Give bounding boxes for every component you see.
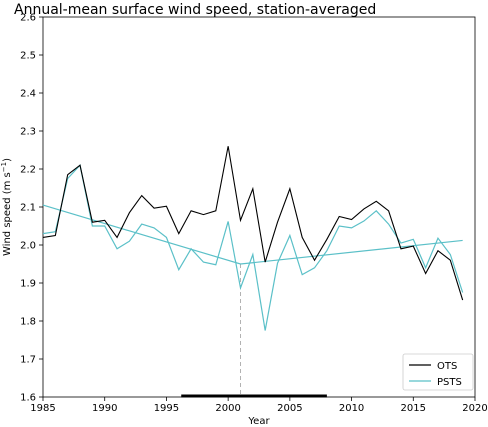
x-axis-ticks: 1985 1990 1995 2000 2005 2010 2015 2020 (30, 397, 488, 414)
y-axis-label-main: Wind speed (m s (2, 172, 13, 256)
plot-area: 1985 1990 1995 2000 2005 2010 2015 2020 1.61.71… (20, 13, 488, 415)
y-tick-label: 2.1 (20, 203, 36, 214)
legend-label-ots: OTS (437, 361, 457, 372)
y-tick-label: 2.3 (20, 127, 36, 138)
y-axis-label: Wind speed (m s−1) (0, 158, 13, 256)
chart-title: Annual-mean surface wind speed, station-… (14, 2, 376, 18)
y-tick-label: 2.2 (20, 165, 36, 176)
y-tick-label: 1.6 (20, 393, 36, 404)
y-tick-label: 1.7 (20, 355, 36, 366)
y-tick-label: 2.6 (20, 13, 36, 24)
x-tick-label: 2015 (401, 403, 426, 414)
x-axis-label: Year (247, 416, 270, 427)
legend: OTS PSTS (402, 353, 474, 391)
y-axis-label-end: ) (2, 158, 13, 162)
plot-frame (42, 16, 476, 398)
x-tick-label: 1990 (92, 403, 117, 414)
y-axis-ticks: 1.6 1.7 1.8 1.9 2.0 2.1 2.2 2.3 2.4 2.5 2.6 (20, 13, 43, 404)
y-tick-label: 1.9 (20, 279, 36, 290)
x-tick-label: 2020 (462, 403, 487, 414)
y-tick-label: 1.8 (20, 317, 36, 328)
series-psts-line (42, 163, 464, 331)
trend-line (42, 204, 463, 265)
x-tick-label: 1985 (30, 403, 55, 414)
x-tick-label: 1995 (154, 403, 179, 414)
y-axis-label-superscript: −1 (0, 162, 8, 172)
x-tick-label: 2005 (277, 403, 302, 414)
x-tick-label: 2010 (339, 403, 364, 414)
x-tick-label: 2000 (215, 403, 240, 414)
y-tick-label: 2.5 (20, 51, 36, 62)
series-ots-line (42, 146, 464, 301)
legend-label-psts: PSTS (437, 377, 462, 388)
y-tick-label: 2.0 (20, 241, 36, 252)
y-tick-label: 2.4 (20, 89, 36, 100)
